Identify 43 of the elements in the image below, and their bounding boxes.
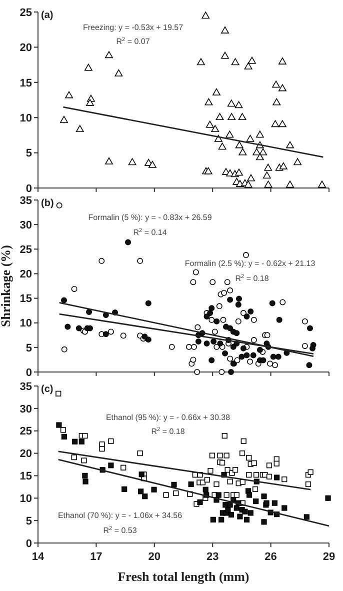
y-tick-label: 10 (20, 492, 32, 505)
chart-title: (a) (41, 10, 54, 21)
y-tick-label: 20 (20, 448, 32, 460)
y-tick-label: 15 (20, 470, 32, 483)
annotation: Formalin (2.5 %): y = - 0.62x + 21.13 (184, 259, 316, 268)
y-tick-label: 35 (20, 194, 32, 207)
y-tick-label: 5 (26, 342, 32, 354)
x-tick-label: 26 (264, 551, 277, 563)
annotation: Ethanol (70 %): y = - 1.06x + 34.56 (58, 511, 183, 520)
y-tick-label: 0 (26, 182, 32, 195)
annotation: R$^{2}$ = 0.18 (235, 274, 270, 283)
x-tick-label: 29 (322, 551, 336, 563)
chart-title: (b) (41, 198, 54, 209)
y-tick-label: 25 (20, 426, 32, 438)
x-tick-label: 17 (90, 551, 102, 563)
y-tick-label: 30 (20, 219, 32, 232)
y-tick-label: 20 (20, 268, 32, 281)
x-axis-title: Fresh total length (mm) (118, 569, 250, 584)
y-tick-label: 0 (26, 538, 32, 550)
annotation: Ethanol (95 %): y = - 0.66x + 30.38 (106, 413, 231, 422)
annotation: R$^{2}$ = 0.53 (103, 526, 138, 535)
y-tick-label: 10 (20, 112, 32, 124)
y-tick-label: 5 (26, 148, 32, 160)
y-tick-label: 30 (20, 403, 32, 416)
x-tick-label: 23 (206, 551, 219, 563)
y-tick-label: 5 (26, 515, 32, 528)
y-tick-label: 25 (20, 244, 32, 256)
y-tick-label: 0 (26, 366, 32, 379)
annotation: R$^{2}$ = 0.07 (116, 37, 150, 46)
x-tick-label: 14 (32, 551, 45, 563)
y-tick-label: 15 (20, 77, 32, 90)
chart-title: (c) (41, 384, 54, 395)
y-tick-label: 25 (20, 6, 32, 19)
y-tick-label: 15 (20, 293, 32, 306)
y-tick-label: 35 (20, 380, 32, 393)
annotation: Formalin (5 %): y = - 0.83x + 26.59 (88, 213, 212, 222)
annotation: R$^{2}$ = 0.14 (133, 228, 168, 237)
y-axis-title: Shrinkage (%) (0, 245, 13, 327)
y-tick-label: 10 (20, 318, 32, 330)
y-tick-label: 20 (20, 42, 32, 54)
annotation: R$^{2}$ = 0.18 (151, 427, 186, 436)
x-tick-label: 20 (148, 551, 161, 563)
annotation: Freezing: y = -0.53x + 19.57 (82, 23, 184, 32)
